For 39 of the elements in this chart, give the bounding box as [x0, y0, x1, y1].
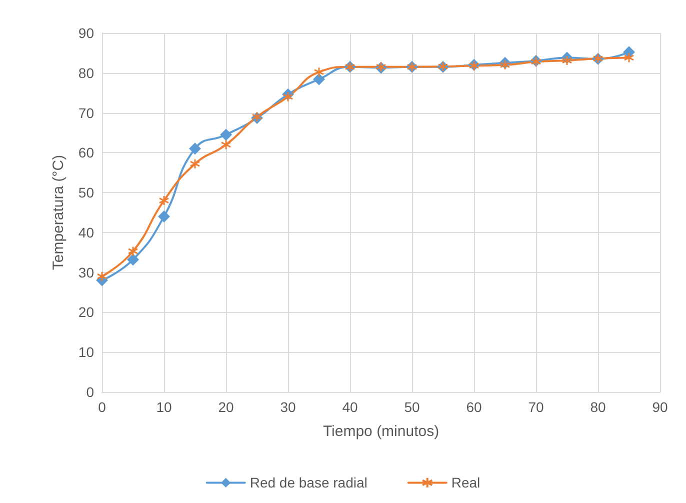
- point: [282, 92, 294, 102]
- point: [96, 271, 108, 282]
- point: [624, 52, 634, 63]
- point: [128, 246, 138, 256]
- x-tick-label: 90: [652, 399, 668, 415]
- y-tick-label: 0: [86, 384, 94, 400]
- point: [158, 210, 170, 222]
- x-tick-label: 20: [218, 399, 234, 415]
- y-tick-label: 10: [78, 344, 94, 360]
- y-tick-label: 90: [78, 25, 94, 41]
- point: [220, 139, 232, 150]
- legend-label: Real: [451, 474, 480, 491]
- legend-label: Red de base radial: [250, 474, 368, 491]
- point: [189, 142, 201, 155]
- y-axis-title: Temperatura (°C): [50, 154, 67, 270]
- y-tick-label: 80: [78, 64, 94, 81]
- point: [313, 73, 325, 86]
- y-tick-label: 70: [78, 104, 94, 121]
- x-axis-title: Tiempo (minutos): [322, 423, 440, 440]
- point: [190, 158, 200, 170]
- point: [158, 195, 170, 206]
- point: [220, 128, 232, 141]
- x-tick-label: 40: [342, 399, 358, 415]
- x-tick-label: 60: [466, 399, 482, 415]
- y-tick-label: 40: [78, 224, 94, 240]
- point: [500, 60, 510, 70]
- x-tick-label: 50: [404, 399, 420, 415]
- point: [562, 55, 572, 66]
- y-tick-label: 30: [78, 264, 94, 280]
- x-tick-label: 30: [280, 399, 296, 415]
- y-tick-label: 20: [78, 304, 94, 320]
- y-tick-label: 60: [78, 144, 94, 161]
- x-tick-label: 0: [98, 399, 106, 415]
- x-tick-label: 10: [156, 399, 172, 415]
- x-tick-label: 70: [528, 399, 544, 415]
- point: [127, 254, 139, 266]
- x-tick-label: 80: [590, 399, 606, 415]
- point: [314, 66, 324, 78]
- y-tick-label: 50: [78, 184, 94, 201]
